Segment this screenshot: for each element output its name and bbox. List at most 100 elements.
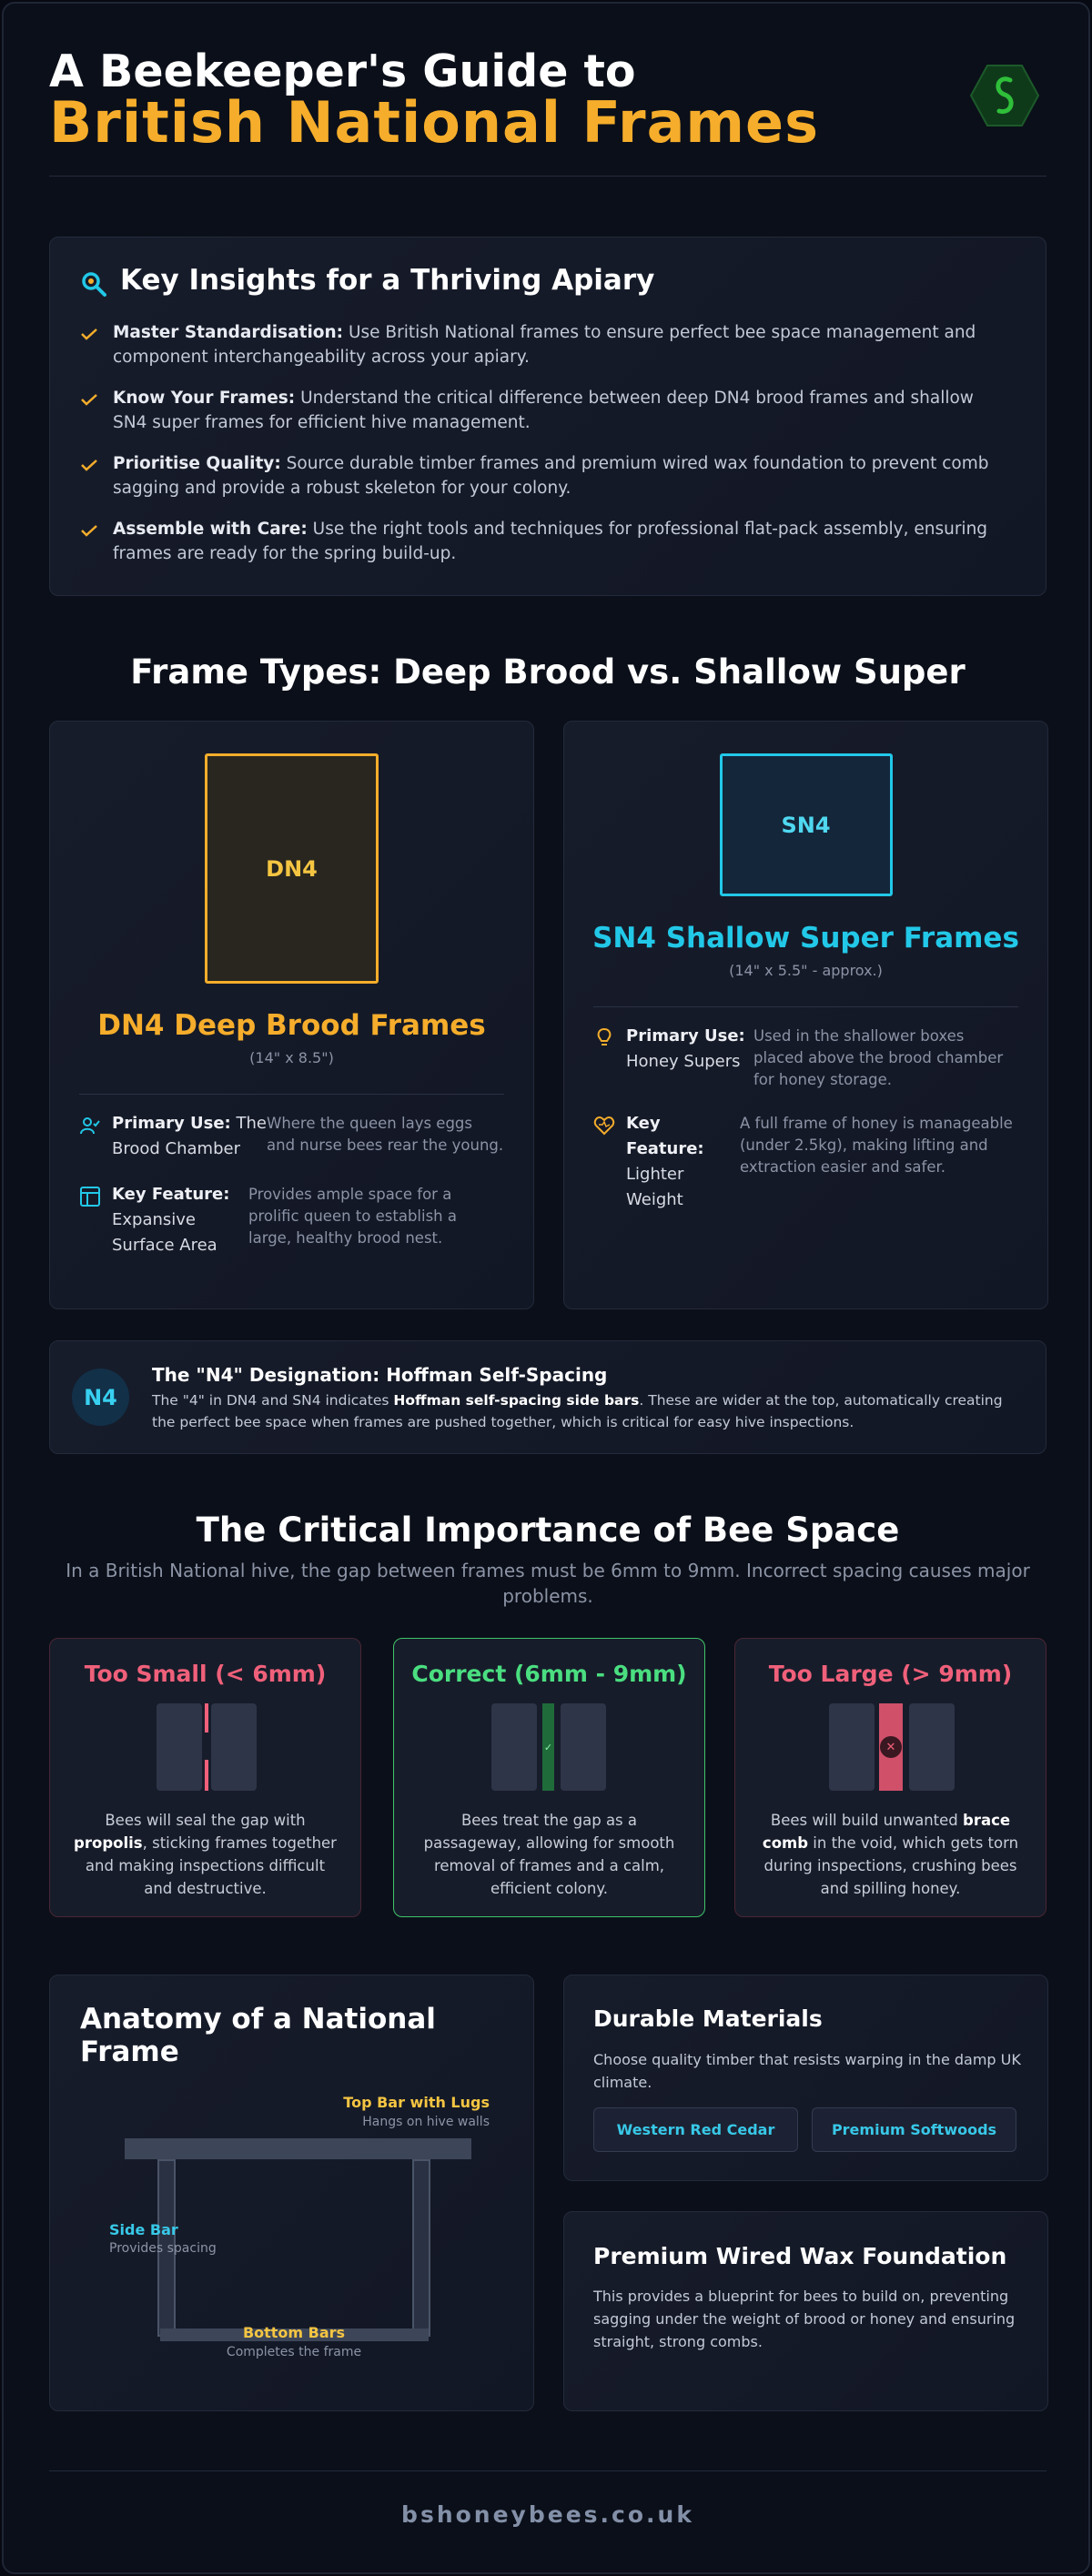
text-bold: propolis [74,1834,143,1852]
card-title: DN4 Deep Brood Frames [97,1009,486,1042]
spacing-title: Too Small (< 6mm) [84,1661,327,1687]
material-option: Western Red Cedar [593,2107,798,2152]
text-part: in the void, which gets torn during insp… [763,1834,1019,1897]
anatomy-card: Anatomy of a National Frame Top Bar with… [49,1975,534,2411]
n4-text: The "4" in DN4 and SN4 indicates Hoffman… [152,1389,1026,1433]
layout-icon [80,1187,100,1207]
spacing-card: Too Large (> 9mm) ✕ Bees will build unwa… [734,1638,1046,1917]
title-line-1: A Beekeeper's Guide to [49,45,636,97]
materials-title: Durable Materials [593,2005,823,2032]
insight-label: Know Your Frames: [113,389,296,408]
feature-key: Primary Use: [626,1026,745,1046]
spacing-diagram: ✕ [735,1703,1046,1791]
check [81,460,97,471]
spacing-text: Bees will build unwanted brace comb in t… [757,1809,1024,1900]
feature: Key Feature: Lighter Weight A full frame… [564,1111,1047,1213]
feature-label: Primary Use: The Brood Chamber [112,1111,267,1162]
foundation-title: Premium Wired Wax Foundation [593,2243,1007,2269]
insight-text: Use the right tools and techniques for p… [113,520,988,563]
spacing-diagram: ✓ [394,1703,704,1791]
insight-label: Prioritise Quality: [113,454,281,473]
check [81,394,97,406]
gap: ✓ [542,1703,554,1791]
logo [970,65,1039,126]
feature: Key Feature: Expansive Surface Area Prov… [50,1182,533,1258]
spacing-title: Too Large (> 9mm) [768,1661,1013,1687]
text-part: Bees will seal the gap with [105,1812,306,1829]
materials-text: Choose quality timber that resists warpi… [593,2051,1021,2091]
frame-block [211,1703,257,1791]
bottom-bar-label: Bottom Bars [242,2324,346,2341]
foundation-card: Premium Wired Wax Foundation This provid… [563,2211,1048,2411]
section-subtitle: In a British National hive, the gap betw… [66,1560,1030,1607]
text-part: Bees treat the gap as a passageway, allo… [423,1812,675,1897]
feature-desc: Where the queen lays eggs and nurse bees… [267,1115,504,1154]
spacing-diagram [50,1703,360,1791]
dn4-badge: DN4 [205,753,379,984]
feature: Primary Use: Honey Supers Used in the sh… [564,1024,1047,1091]
insight-text: Understand the critical difference betwe… [113,389,974,432]
check [81,328,97,340]
frame-block [561,1703,606,1791]
feature-value: Expansive Surface Area [112,1210,217,1255]
insights-card [49,237,1046,596]
n4-title: The "N4" Designation: Hoffman Self-Spaci… [152,1364,608,1386]
footer-divider [49,2470,1046,2471]
text-bold: brace comb [762,1812,1011,1852]
spacing-card: Correct (6mm - 9mm) ✓ Bees treat the gap… [393,1638,705,1917]
insight-label: Assemble with Care: [113,520,308,539]
card-divider [593,1006,1018,1007]
insight: Prioritise Quality: Source durable timbe… [66,451,994,500]
top-bar-label: Top Bar with Lugs [343,2094,490,2111]
side-bar [412,2159,430,2337]
feature-key: Key Feature: [112,1185,230,1204]
footer-site: bshoneybees.co.uk [401,2501,694,2528]
insight: Assemble with Care: Use the right tools … [66,517,994,566]
card-size: (14" x 8.5") [249,1049,334,1066]
users-icon [80,1117,100,1135]
n4-bold: Hoffman self-spacing side bars [393,1392,640,1409]
frame-block [829,1703,875,1791]
feature-desc: Provides ample space for a prolific quee… [248,1186,457,1247]
feature-key: Key Feature: [626,1114,704,1158]
insights-list: Master Standardisation: Use British Nati… [66,320,994,582]
anatomy-title: Anatomy of a National Frame [80,2003,436,2068]
heart-icon [593,1116,615,1136]
card-divider [79,1094,504,1095]
top-bar [125,2138,471,2159]
feature-value: Honey Supers [626,1052,741,1071]
feature-label: Key Feature: Expansive Surface Area [112,1182,248,1258]
text-part: , sticking frames together and making in… [85,1834,337,1897]
title-line-2: British National Frames [49,89,819,156]
card-size: (14" x 5.5" - approx.) [729,962,883,979]
insight-text: Source durable timber frames and premium… [113,454,989,498]
insight: Master Standardisation: Use British Nati… [66,320,994,369]
spacing-title: Correct (6mm - 9mm) [411,1661,687,1687]
feature-desc: A full frame of honey is manageable (und… [740,1115,1013,1176]
feature-value: The Brood Chamber [112,1114,267,1158]
side-bar-label: Side Bar [109,2221,178,2238]
insights-title: Key Insights for a Thriving Apiary [120,264,655,297]
feature: Primary Use: The Brood Chamber Where the… [50,1111,533,1162]
foundation-text: This provides a blueprint for bees to bu… [593,2288,1016,2350]
spacing-card: Too Small (< 6mm) Bees will seal the gap… [49,1638,361,1917]
bulb-icon [597,1027,612,1046]
insight-text: Use British National frames to ensure pe… [113,323,976,367]
spacing-text: Bees treat the gap as a passageway, allo… [416,1809,682,1900]
sn4-badge: SN4 [719,753,893,896]
spacing-text: Bees will seal the gap with propolis, st… [72,1809,339,1900]
gap [205,1703,208,1732]
bottom-bar [160,2329,429,2341]
frame-block [157,1703,202,1791]
feature-desc: Used in the shallower boxes placed above… [753,1027,1004,1088]
section-title: The Critical Importance of Bee Space [196,1510,900,1550]
card-title: SN4 Shallow Super Frames [592,922,1019,955]
text-part: Bees will build unwanted [770,1812,958,1829]
bottom-bar-note: Completes the frame [226,2345,362,2359]
search-icon [82,272,106,297]
feature-label: Primary Use: Honey Supers [626,1024,753,1091]
dn4-card: DN4 DN4 Deep Brood Frames (14" x 8.5") P… [49,721,534,1309]
